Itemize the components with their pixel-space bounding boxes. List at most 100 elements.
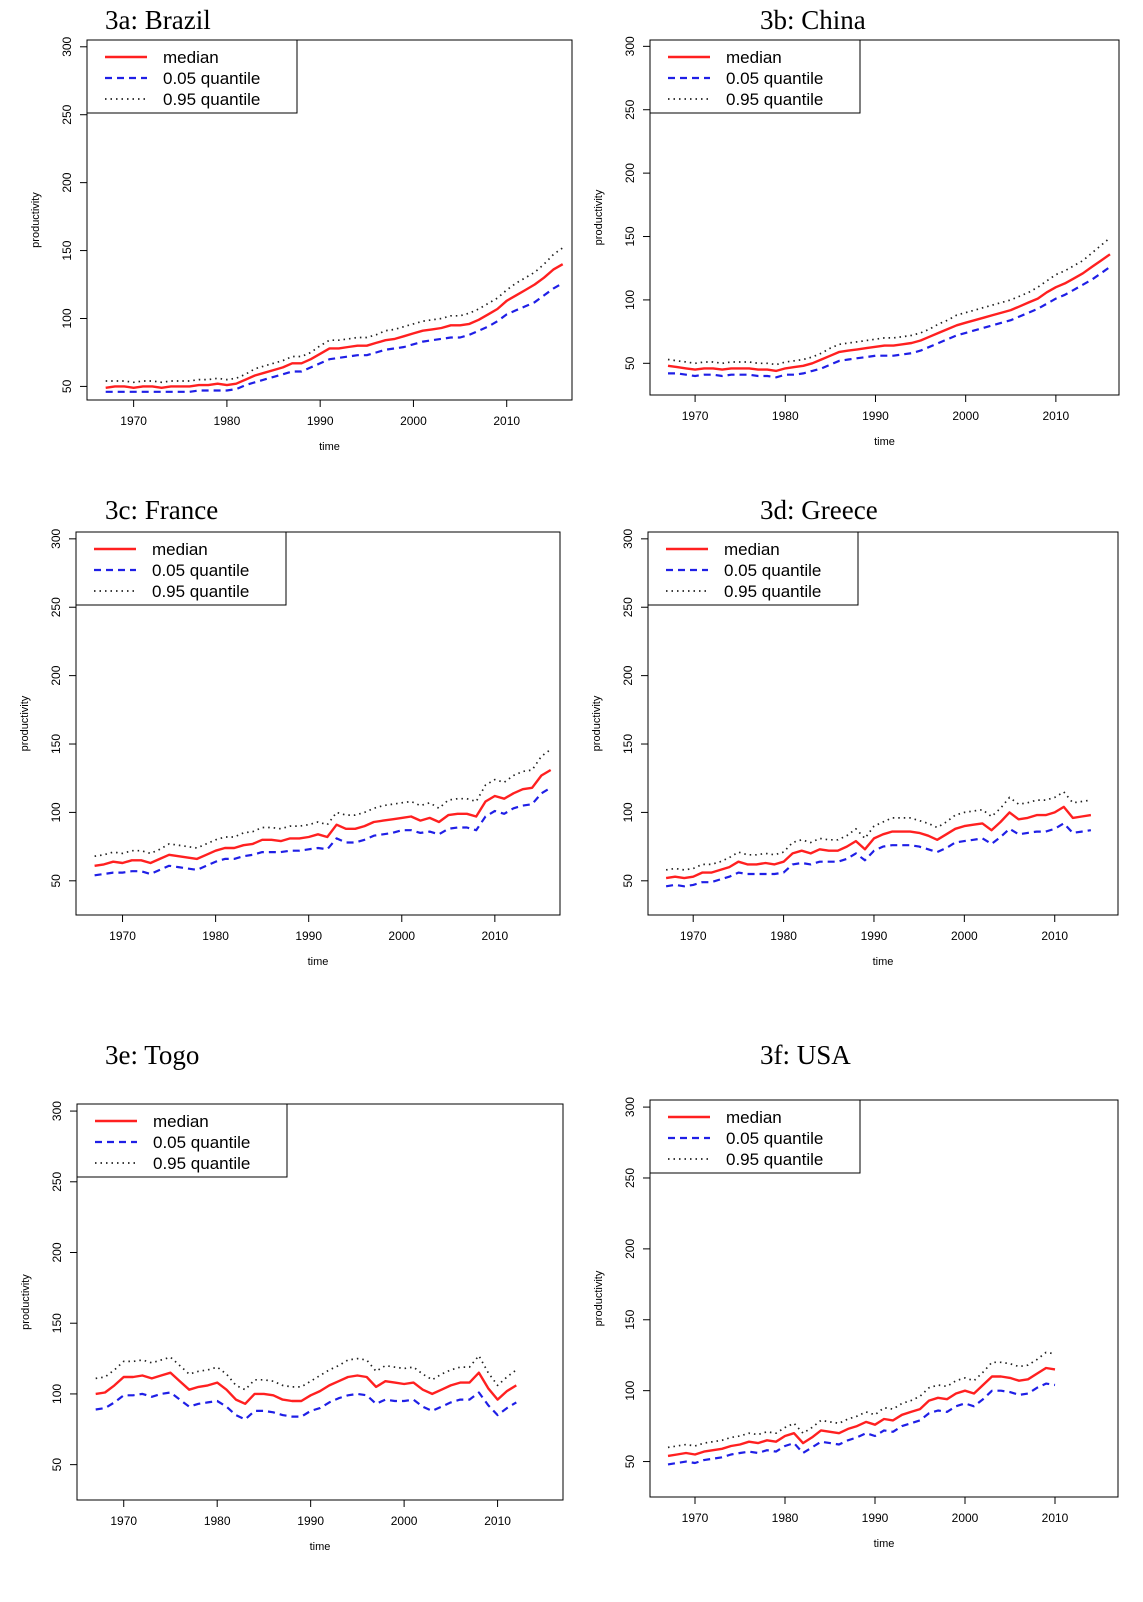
series-line-median [667, 1366, 1056, 1458]
y-tick-label: 100 [50, 1384, 64, 1404]
chart-svg: 1970 1980 1990 2000 2010 50 100 150 200 250 300 tim… [591, 529, 1119, 968]
y-tick-label: 100 [60, 308, 74, 328]
chart-svg: 1970 1980 1990 2000 2010 50 100 150 200 250 300 tim… [30, 36, 573, 453]
y-tick-label: 300 [49, 529, 63, 549]
y-tick-label: 250 [50, 1171, 64, 1191]
y-tick-label: 300 [623, 36, 637, 56]
legend-box [649, 1099, 861, 1174]
x-tick-label: 2010 [1042, 1511, 1069, 1525]
series-line-q95 [105, 247, 564, 384]
x-tick-label: 1970 [682, 1511, 709, 1525]
legend-label: median [153, 1112, 209, 1131]
x-tick-label: 1970 [680, 929, 707, 943]
x-tick-label: 1970 [682, 409, 709, 423]
x-tick-label: 2010 [481, 929, 508, 943]
legend-label: 0.95 quantile [153, 1154, 250, 1173]
x-tick-label: 1980 [772, 1511, 799, 1525]
x-tick-label: 1990 [861, 929, 888, 943]
x-tick-label: 2000 [952, 409, 979, 423]
legend-label: 0.95 quantile [724, 582, 821, 601]
y-tick-label: 50 [50, 1458, 64, 1472]
series-line-q05 [665, 822, 1092, 888]
legend-label: 0.05 quantile [163, 69, 260, 88]
y-axis-label: productivity [30, 192, 42, 248]
series-line-q05 [94, 786, 552, 877]
legend: median 0.05 quantile 0.95 quantile [86, 39, 298, 114]
chart-panel: 3a: Brazil 1970 1980 1990 2000 2010 50 100 150 20… [0, 0, 573, 470]
legend-box [76, 1103, 288, 1178]
legend-label: 0.05 quantile [726, 69, 823, 88]
x-tick-label: 1980 [204, 1514, 231, 1528]
y-axis-label: productivity [593, 1270, 605, 1326]
x-tick-label: 1990 [307, 414, 334, 428]
legend-label: median [724, 540, 780, 559]
legend-label: 0.05 quantile [153, 1133, 250, 1152]
chart-panel: 3e: Togo 1970 1980 1990 2000 2010 50 100 150 200 2… [0, 1035, 570, 1595]
y-tick-label: 50 [623, 356, 637, 370]
legend: median 0.05 quantile 0.95 quantile [649, 39, 861, 114]
series-line-q95 [665, 791, 1092, 871]
legend-label: median [163, 48, 219, 67]
y-tick-label: 200 [621, 665, 635, 685]
series-line-median [95, 1371, 517, 1405]
y-axis-label: productivity [19, 695, 31, 751]
y-tick-label: 300 [50, 1101, 64, 1121]
legend-label: 0.05 quantile [724, 561, 821, 580]
y-tick-label: 100 [621, 802, 635, 822]
legend-box [649, 39, 861, 114]
legend-label: median [152, 540, 208, 559]
chart-title: 3b: China [760, 5, 866, 35]
plot-frame [647, 531, 1119, 916]
series-line-q05 [667, 1382, 1056, 1466]
chart-panel: 3f: USA 1970 1980 1990 2000 2010 50 100 150 200 25… [575, 1035, 1143, 1595]
series-line-median [105, 263, 564, 389]
y-axis-label: productivity [591, 695, 603, 751]
y-tick-label: 100 [623, 1380, 637, 1400]
plot-frame [86, 39, 573, 401]
y-tick-label: 200 [623, 1239, 637, 1259]
legend-label: 0.05 quantile [726, 1129, 823, 1148]
chart-panel: 3b: China 1970 1980 1990 2000 2010 50 100 150 200… [575, 0, 1143, 470]
series-line-q95 [667, 1351, 1056, 1449]
legend-label: 0.95 quantile [726, 90, 823, 109]
chart-panel: 3d: Greece 1970 1980 1990 2000 2010 50 100 150 20… [575, 490, 1143, 980]
legend-label: 0.95 quantile [152, 582, 249, 601]
chart-panel: 3c: France 1970 1980 1990 2000 2010 50 100 150 20… [0, 490, 570, 980]
y-tick-label: 200 [50, 1242, 64, 1262]
x-axis-label: time [319, 441, 340, 453]
legend-label: median [726, 1108, 782, 1127]
plot-frame [649, 39, 1120, 396]
chart-svg: 1970 1980 1990 2000 2010 50 100 150 200 250 300 tim… [19, 529, 561, 968]
x-tick-label: 2000 [952, 1511, 979, 1525]
legend-box [647, 531, 859, 606]
y-axis-label: productivity [593, 189, 605, 245]
x-axis-label: time [873, 956, 894, 968]
legend-box [86, 39, 298, 114]
x-tick-label: 1990 [295, 929, 322, 943]
x-tick-label: 2000 [391, 1514, 418, 1528]
legend-label: 0.05 quantile [152, 561, 249, 580]
legend-label: median [726, 48, 782, 67]
y-tick-label: 250 [49, 597, 63, 617]
x-axis-label: time [308, 956, 329, 968]
plot-frame [649, 1099, 1119, 1498]
x-tick-label: 2000 [951, 929, 978, 943]
y-tick-label: 200 [623, 163, 637, 183]
x-axis-label: time [874, 1538, 895, 1550]
y-tick-label: 250 [623, 1168, 637, 1188]
y-tick-label: 200 [49, 665, 63, 685]
legend: median 0.05 quantile 0.95 quantile [76, 1103, 288, 1178]
y-tick-label: 50 [49, 874, 63, 888]
x-tick-label: 1970 [110, 1514, 137, 1528]
legend-label: 0.95 quantile [726, 1150, 823, 1169]
y-tick-label: 150 [623, 1309, 637, 1329]
y-tick-label: 150 [60, 240, 74, 260]
x-axis-label: time [874, 436, 895, 448]
series-line-q05 [668, 266, 1111, 379]
chart-svg: 1970 1980 1990 2000 2010 50 100 150 200 250 300 tim… [593, 36, 1120, 448]
y-tick-label: 150 [623, 226, 637, 246]
legend: median 0.05 quantile 0.95 quantile [75, 531, 287, 606]
x-tick-label: 1990 [862, 409, 889, 423]
x-tick-label: 2010 [493, 414, 520, 428]
y-tick-label: 150 [50, 1313, 64, 1333]
